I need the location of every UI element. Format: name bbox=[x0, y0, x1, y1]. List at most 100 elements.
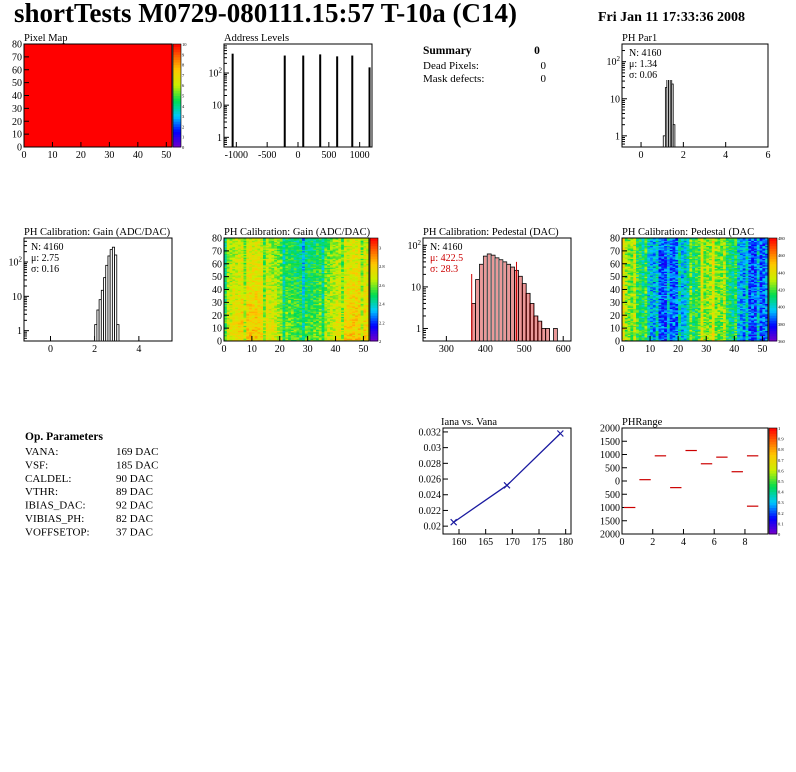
heatmap-cell bbox=[321, 288, 325, 290]
heatmap-cell bbox=[249, 298, 253, 301]
heatmap-cell bbox=[257, 326, 261, 329]
heatmap-cell bbox=[276, 272, 281, 275]
heatmap-cell bbox=[249, 333, 253, 335]
heatmap-cell bbox=[265, 321, 269, 324]
heatmap-cell bbox=[237, 331, 242, 334]
heatmap-cell bbox=[254, 266, 258, 268]
heatmap-cell bbox=[332, 334, 336, 337]
heatmap-cell bbox=[299, 267, 303, 270]
heatmap-cell bbox=[257, 319, 261, 321]
heatmap-cell bbox=[321, 333, 325, 335]
heatmap-cell bbox=[310, 247, 314, 249]
heatmap-cell bbox=[265, 281, 269, 284]
heatmap-cell bbox=[307, 304, 311, 307]
heatmap-cell bbox=[235, 254, 239, 257]
heatmap-cell bbox=[271, 239, 275, 241]
heatmap-cell bbox=[360, 321, 364, 324]
heatmap-cell bbox=[343, 325, 347, 328]
heatmap-cell bbox=[318, 247, 322, 249]
heatmap-cell bbox=[251, 297, 255, 299]
heatmap-cell bbox=[355, 295, 359, 298]
heatmap-cell bbox=[268, 238, 272, 240]
heatmap-cell bbox=[363, 330, 367, 333]
heatmap-cell bbox=[271, 238, 275, 240]
heatmap-cell bbox=[229, 328, 233, 330]
heatmap-cell bbox=[346, 330, 350, 333]
heatmap-cell bbox=[343, 303, 347, 306]
heatmap-cell bbox=[363, 257, 367, 259]
heatmap-cell bbox=[246, 267, 250, 270]
heatmap-cell bbox=[249, 337, 253, 339]
heatmap-cell bbox=[349, 238, 353, 240]
heatmap-cell bbox=[296, 288, 300, 290]
heatmap-cell bbox=[335, 306, 339, 308]
heatmap-cell bbox=[279, 326, 283, 329]
heatmap-cell bbox=[274, 284, 278, 286]
heatmap-cell bbox=[633, 331, 637, 334]
heatmap-cell bbox=[329, 304, 334, 307]
heatmap-cell bbox=[630, 268, 634, 271]
heatmap-cell bbox=[366, 253, 370, 256]
heatmap-cell bbox=[313, 313, 317, 316]
heatmap-cell bbox=[324, 295, 328, 298]
heatmap-cell bbox=[246, 334, 250, 337]
heatmap-cell bbox=[235, 276, 239, 279]
heatmap-cell bbox=[237, 311, 242, 313]
heatmap-cell bbox=[249, 257, 253, 259]
heatmap-cell bbox=[624, 258, 628, 261]
heatmap-cell bbox=[288, 293, 292, 295]
heatmap-cell bbox=[285, 315, 289, 317]
heatmap-cell bbox=[293, 270, 297, 272]
heatmap-cell bbox=[302, 304, 306, 307]
heatmap-cell bbox=[235, 272, 239, 275]
heatmap-cell bbox=[349, 317, 353, 320]
heatmap-cell bbox=[318, 272, 322, 275]
heatmap-cell bbox=[321, 292, 325, 294]
heatmap-cell bbox=[363, 241, 367, 244]
heatmap-cell bbox=[240, 333, 244, 335]
heatmap-cell bbox=[229, 270, 233, 272]
heatmap-cell bbox=[627, 330, 631, 333]
heatmap-cell bbox=[357, 292, 361, 294]
heatmap-cell bbox=[310, 253, 314, 256]
heatmap-cell bbox=[243, 254, 247, 257]
heatmap-cell bbox=[302, 328, 306, 330]
heatmap-cell bbox=[288, 244, 292, 247]
heatmap-cell bbox=[627, 321, 631, 324]
heatmap-cell bbox=[302, 238, 306, 240]
heatmap-cell bbox=[226, 328, 230, 330]
heatmap-cell bbox=[274, 325, 278, 328]
heatmap-cell bbox=[307, 295, 311, 298]
heatmap-cell bbox=[229, 311, 233, 313]
heatmap-cell bbox=[276, 270, 281, 272]
heatmap-cell bbox=[310, 297, 314, 299]
heatmap-cell bbox=[630, 290, 634, 293]
heatmap-cell bbox=[285, 256, 289, 258]
heatmap-cell bbox=[636, 337, 640, 339]
heatmap-cell bbox=[224, 304, 228, 307]
heatmap-cell bbox=[343, 337, 347, 339]
heatmap-cell bbox=[363, 250, 367, 253]
heatmap-cell bbox=[254, 281, 258, 284]
heatmap-cell bbox=[332, 290, 336, 293]
heatmap-cell bbox=[260, 324, 264, 326]
heatmap-cell bbox=[271, 298, 275, 301]
heatmap-cell bbox=[260, 267, 264, 270]
colorbar-cell bbox=[173, 49, 181, 53]
heatmap-cell bbox=[240, 249, 244, 252]
heatmap-cell bbox=[251, 271, 255, 274]
heatmap-cell bbox=[636, 317, 640, 320]
heatmap-cell bbox=[360, 248, 364, 250]
heatmap-cell bbox=[288, 248, 292, 250]
heatmap-cell bbox=[357, 315, 361, 317]
heatmap-cell bbox=[622, 281, 626, 284]
heatmap-cell bbox=[302, 312, 306, 315]
heatmap-cell bbox=[279, 325, 283, 328]
heatmap-cell bbox=[274, 295, 278, 298]
heatmap-cell bbox=[260, 304, 264, 307]
heatmap-cell bbox=[274, 324, 278, 326]
heatmap-cell bbox=[279, 281, 283, 284]
heatmap-cell bbox=[633, 292, 637, 294]
heatmap-cell bbox=[254, 263, 258, 266]
heatmap-cell bbox=[276, 257, 281, 259]
